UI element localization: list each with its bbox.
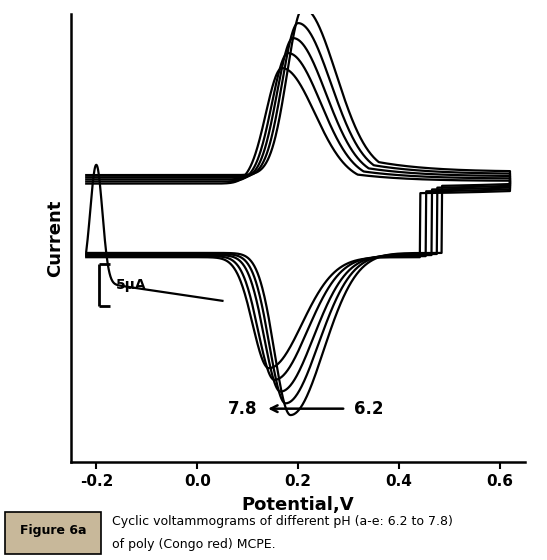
- Text: 7.8: 7.8: [228, 400, 258, 418]
- Text: 6.2: 6.2: [353, 400, 383, 418]
- Text: 5μA: 5μA: [116, 278, 147, 292]
- FancyBboxPatch shape: [5, 512, 101, 554]
- Text: Cyclic voltammograms of different pH (a-e: 6.2 to 7.8): Cyclic voltammograms of different pH (a-…: [112, 515, 453, 529]
- Text: Figure 6a: Figure 6a: [20, 524, 87, 538]
- Y-axis label: Current: Current: [46, 199, 64, 277]
- Text: of poly (Congo red) MCPE.: of poly (Congo red) MCPE.: [112, 538, 276, 551]
- X-axis label: Potential,V: Potential,V: [242, 496, 354, 514]
